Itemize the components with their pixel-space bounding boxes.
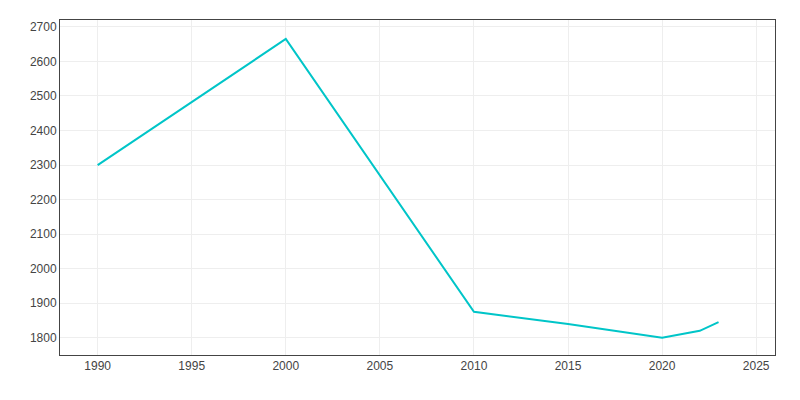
svg-text:2005: 2005 <box>367 359 394 373</box>
svg-text:2200: 2200 <box>30 193 57 207</box>
svg-text:1995: 1995 <box>178 359 205 373</box>
svg-text:1900: 1900 <box>30 296 57 310</box>
svg-text:2300: 2300 <box>30 158 57 172</box>
svg-text:2010: 2010 <box>461 359 488 373</box>
svg-text:2025: 2025 <box>743 359 770 373</box>
svg-text:1990: 1990 <box>84 359 111 373</box>
svg-text:2100: 2100 <box>30 227 57 241</box>
svg-text:2000: 2000 <box>30 262 57 276</box>
svg-text:2020: 2020 <box>649 359 676 373</box>
svg-text:2000: 2000 <box>272 359 299 373</box>
svg-text:2700: 2700 <box>30 20 57 34</box>
svg-text:2400: 2400 <box>30 124 57 138</box>
svg-text:1800: 1800 <box>30 331 57 345</box>
svg-text:2015: 2015 <box>555 359 582 373</box>
svg-text:2500: 2500 <box>30 89 57 103</box>
svg-text:2600: 2600 <box>30 55 57 69</box>
